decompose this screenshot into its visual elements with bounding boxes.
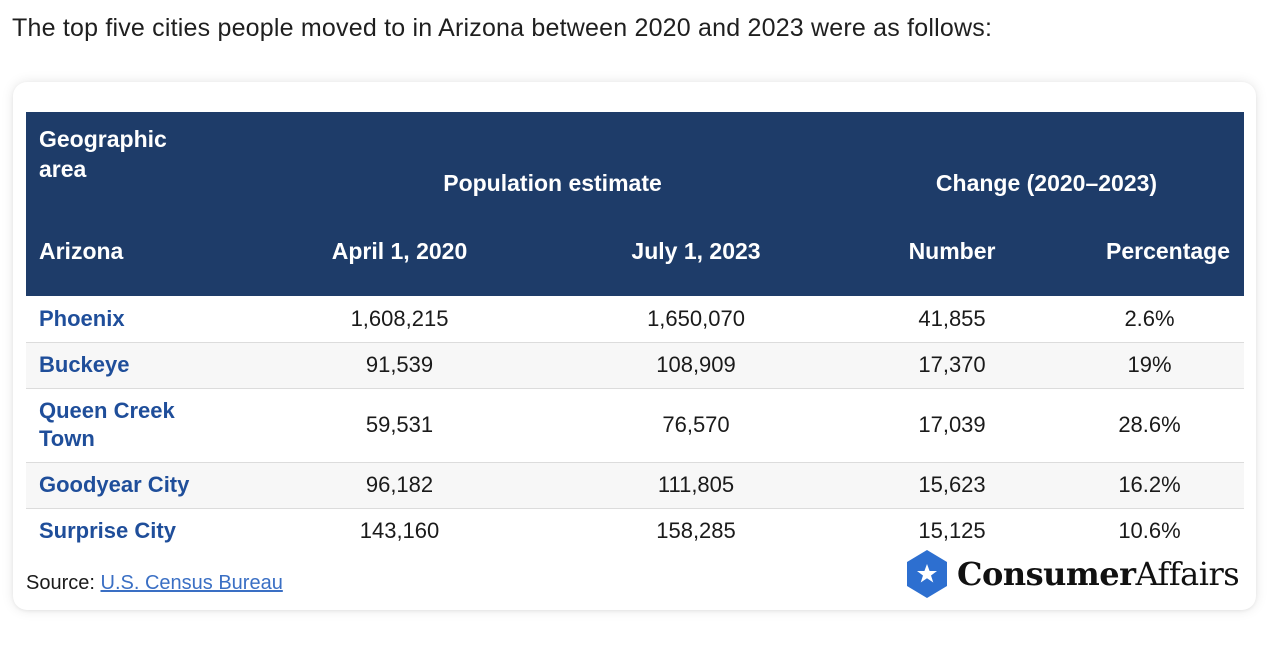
brand-wordmark: ConsumerAffairs (957, 555, 1240, 593)
change-percentage-value: 28.6% (1055, 388, 1245, 463)
header-july-2023: July 1, 2023 (543, 226, 850, 296)
city-name: Surprise City (39, 518, 176, 544)
july-2023-value: 1,650,070 (543, 296, 850, 343)
header-state: Arizona (26, 226, 256, 296)
source-label: Source: (26, 572, 95, 594)
change-number-value: 41,855 (849, 296, 1056, 343)
table-card: Geographic area Population estimate Chan… (13, 82, 1256, 610)
change-number-value: 17,370 (849, 342, 1056, 389)
city-name: Queen Creek Town (26, 388, 256, 463)
table-row: Queen Creek Town 59,531 76,570 17,039 28… (26, 388, 1245, 463)
header-number: Number (849, 226, 1056, 296)
population-table: Geographic area Population estimate Chan… (26, 112, 1245, 554)
july-2023-value: 111,805 (543, 462, 850, 509)
change-number-value: 17,039 (849, 388, 1056, 463)
table-row: Surprise City 143,160 158,285 15,125 10.… (26, 508, 1244, 554)
change-percentage-value: 2.6% (1055, 296, 1245, 343)
april-2020-value: 143,160 (359, 518, 440, 544)
header-change: Change (2020–2023) (849, 112, 1245, 226)
city-name: Buckeye (26, 342, 256, 389)
header-population-estimate: Population estimate (256, 112, 850, 226)
july-2023-value: 108,909 (543, 342, 850, 389)
consumeraffairs-logo: ConsumerAffairs (905, 549, 1240, 599)
source-note: Source: U.S. Census Bureau (26, 572, 283, 595)
city-name: Phoenix (26, 296, 256, 343)
july-2023-value: 158,285 (656, 518, 736, 544)
april-2020-value: 91,539 (256, 342, 543, 389)
table-row: Phoenix 1,608,215 1,650,070 41,855 2.6% (26, 296, 1245, 343)
april-2020-value: 96,182 (256, 462, 543, 509)
change-number-value: 15,623 (849, 462, 1056, 509)
header-percentage: Percentage (1055, 226, 1245, 296)
change-number-value: 15,125 (918, 518, 986, 544)
star-hexagon-icon (907, 550, 947, 598)
header-geographic-area: Geographic area (26, 112, 256, 226)
source-link[interactable]: U.S. Census Bureau (100, 572, 283, 594)
july-2023-value: 76,570 (543, 388, 850, 463)
april-2020-value: 59,531 (256, 388, 543, 463)
header-april-2020: April 1, 2020 (256, 226, 543, 296)
change-percentage-value: 16.2% (1055, 462, 1245, 509)
change-percentage-value: 19% (1055, 342, 1245, 389)
april-2020-value: 1,608,215 (256, 296, 543, 343)
city-name: Goodyear City (26, 462, 256, 509)
intro-text: The top five cities people moved to in A… (12, 14, 993, 42)
table-header: Geographic area Population estimate Chan… (26, 112, 1245, 296)
change-percentage-value: 10.6% (1118, 518, 1181, 544)
table-row: Goodyear City 96,182 111,805 15,623 16.2… (26, 462, 1245, 509)
table-row: Buckeye 91,539 108,909 17,370 19% (26, 342, 1245, 389)
